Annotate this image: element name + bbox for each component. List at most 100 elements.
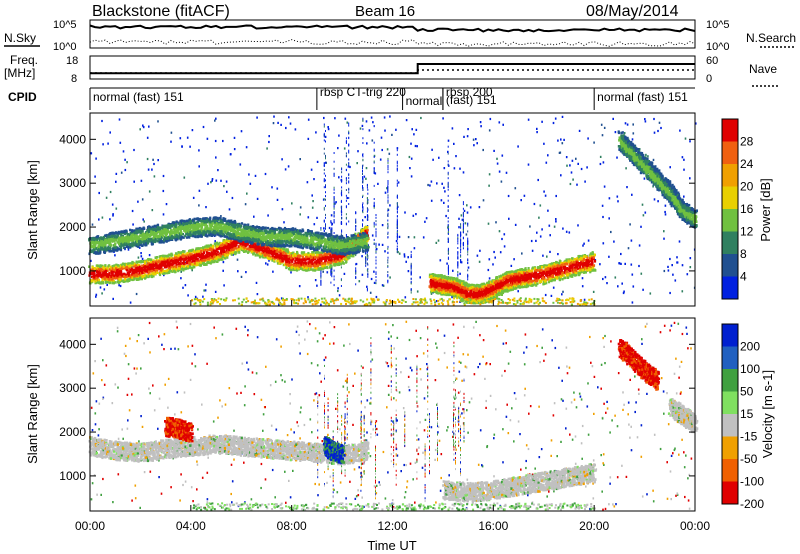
scatter-cell [104, 269, 108, 273]
scatter-cell [124, 263, 127, 267]
scatter-cell [460, 234, 462, 236]
scatter-cell [548, 224, 551, 227]
scatter-cell [301, 266, 304, 269]
scatter-cell [348, 220, 350, 223]
scatter-cell [108, 281, 112, 284]
scatter-cell [174, 252, 178, 255]
scatter-cell [108, 278, 111, 281]
scatter-cell [381, 284, 384, 287]
scatter-cell [177, 269, 180, 273]
scatter-cell [141, 267, 144, 270]
freq-tick-bottom: 8 [71, 73, 77, 85]
scatter-cell [141, 257, 144, 260]
scatter-cell [355, 227, 357, 230]
scatter-cell [137, 269, 140, 273]
scatter-cell [284, 252, 288, 255]
scatter-cell [213, 255, 216, 259]
scatter-cell [272, 122, 275, 125]
scatter-cell [521, 252, 523, 255]
scatter-cell [193, 262, 197, 265]
scatter-cell [97, 235, 100, 238]
scatter-cell [664, 213, 667, 216]
scatter-cell [231, 251, 234, 254]
date-title: 08/May/2014 [586, 3, 679, 20]
scatter-cell [602, 215, 604, 219]
scatter-cell [140, 252, 142, 255]
scatter-cell [316, 262, 319, 265]
scatter-cell [457, 247, 459, 249]
scatter-cell [252, 248, 255, 252]
scatter-cell [460, 245, 462, 248]
scatter-cell [467, 266, 470, 269]
scatter-cell [565, 230, 568, 233]
scatter-cell [462, 247, 464, 250]
scatter-cell [396, 207, 398, 210]
scatter-cell [191, 263, 194, 266]
scatter-cell [604, 276, 607, 279]
scatter-cell [320, 283, 322, 286]
scatter-cell [215, 252, 218, 256]
scatter-cell [387, 158, 389, 160]
scatter-cell [251, 245, 254, 248]
scatter-cell [222, 269, 224, 272]
scatter-cell [292, 267, 296, 271]
scatter-cell [119, 232, 123, 236]
scatter-cell [288, 116, 290, 119]
scatter-cell [457, 253, 459, 256]
scatter-cell [182, 286, 184, 289]
scatter-cell [235, 247, 238, 250]
scatter-cell [320, 246, 322, 249]
scatter-cell [126, 266, 129, 269]
scatter-cell [207, 259, 210, 262]
scatter-cell [387, 256, 389, 259]
scatter-cell [387, 180, 389, 182]
scatter-cell [627, 247, 630, 250]
scatter-cell [336, 257, 339, 261]
scatter-cell [467, 245, 469, 248]
scatter-cell [304, 262, 307, 265]
scatter-cell [314, 269, 317, 272]
scatter-cell [396, 184, 398, 187]
scatter-cell [365, 120, 368, 123]
scatter-cell [136, 243, 139, 246]
scatter-cell [108, 272, 111, 276]
scatter-cell [581, 277, 584, 280]
scatter-cell [175, 265, 178, 269]
scatter-cell [298, 255, 301, 259]
scatter-cell [149, 273, 152, 276]
scatter-cell [338, 134, 340, 137]
scatter-cell [219, 253, 222, 257]
scatter-cell [410, 250, 412, 253]
scatter-cell [135, 266, 138, 270]
scatter-cell [212, 248, 215, 251]
scatter-cell [386, 187, 388, 190]
scatter-cell [333, 269, 335, 272]
scatter-cell [281, 259, 284, 262]
scatter-cell [202, 254, 205, 258]
scatter-cell [375, 214, 377, 216]
nsky-trace [89, 24, 696, 33]
scatter-cell [327, 128, 330, 131]
scatter-cell [309, 253, 312, 256]
scatter-cell [569, 164, 571, 167]
scatter-cell [498, 121, 501, 124]
scatter-cell [373, 223, 375, 226]
scatter-cell [327, 257, 330, 261]
scatter-cell [686, 273, 689, 276]
scatter-cell [210, 181, 212, 184]
scatter-cell [488, 258, 491, 261]
scatter-cell [147, 265, 150, 269]
scatter-cell [189, 249, 192, 252]
scatter-cell [387, 166, 389, 169]
scatter-cell [447, 205, 449, 208]
scatter-cell [290, 256, 293, 260]
scatter-cell [250, 250, 254, 253]
scatter-cell [316, 160, 319, 163]
scatter-cell [325, 174, 326, 177]
scatter-cell [103, 268, 106, 272]
scatter-cell [324, 135, 327, 138]
scatter-cell [198, 204, 200, 207]
scatter-cell [96, 252, 99, 255]
scatter-cell [560, 174, 562, 177]
scatter-cell [225, 246, 228, 249]
